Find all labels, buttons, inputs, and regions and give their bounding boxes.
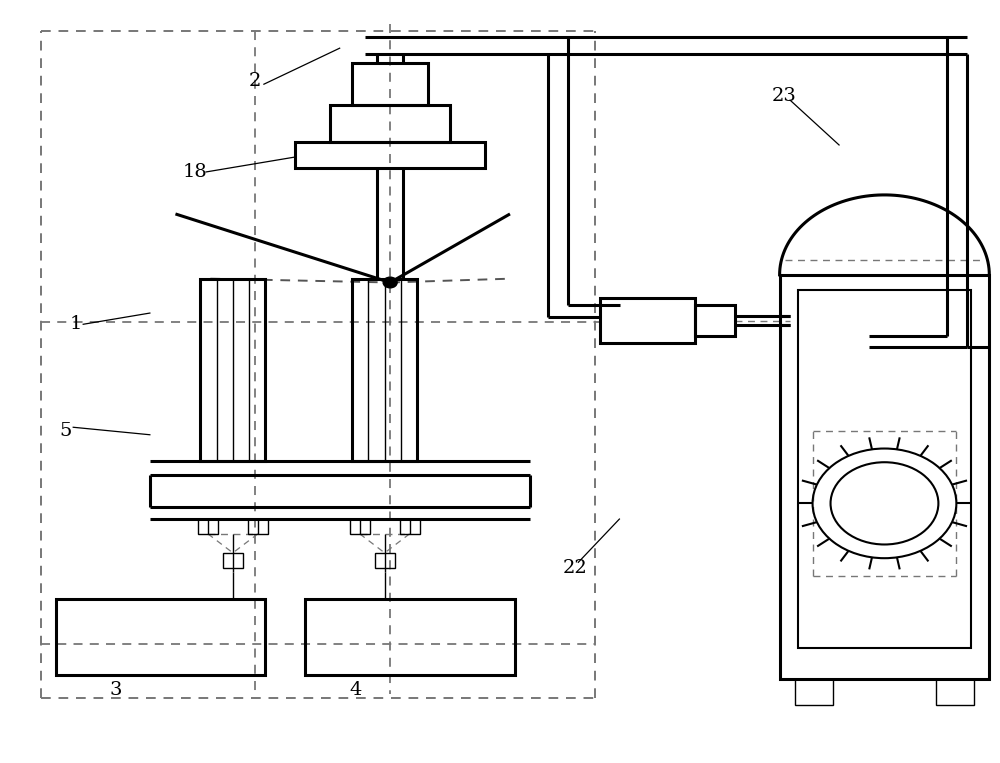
Bar: [248, 519, 268, 534]
Text: 5: 5: [59, 422, 72, 440]
Text: 22: 22: [563, 559, 587, 577]
Text: 18: 18: [183, 163, 208, 181]
Bar: [795, 678, 833, 705]
Bar: [295, 142, 485, 169]
Bar: [798, 290, 971, 648]
Text: 2: 2: [249, 72, 262, 90]
Text: 3: 3: [109, 681, 122, 699]
Bar: [352, 278, 417, 462]
Bar: [695, 305, 735, 336]
Bar: [198, 519, 218, 534]
Bar: [936, 678, 974, 705]
Bar: [305, 598, 515, 674]
Bar: [200, 278, 265, 462]
Circle shape: [383, 277, 397, 288]
Bar: [223, 553, 243, 568]
Bar: [780, 275, 989, 678]
Bar: [600, 298, 695, 343]
Text: 4: 4: [349, 681, 361, 699]
Text: 1: 1: [69, 315, 82, 333]
Bar: [375, 553, 395, 568]
Bar: [56, 598, 265, 674]
Bar: [352, 63, 428, 105]
Text: 23: 23: [772, 87, 797, 105]
Bar: [400, 519, 420, 534]
Bar: [330, 105, 450, 142]
Bar: [350, 519, 370, 534]
